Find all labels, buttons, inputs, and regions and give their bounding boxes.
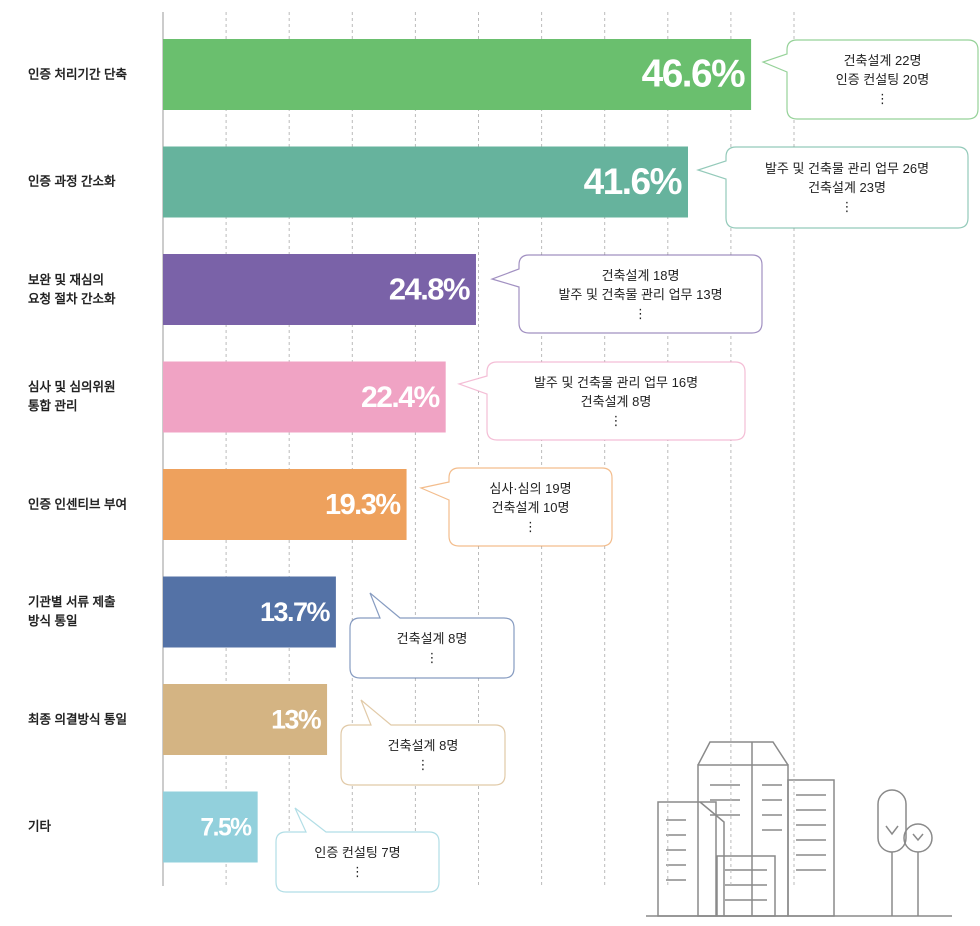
bar	[163, 39, 752, 110]
callout-box	[761, 39, 979, 120]
callout-line: ⋮	[416, 757, 430, 772]
value-label: 22.4%	[361, 381, 439, 414]
value-label: 13.7%	[260, 597, 330, 627]
callout-line: 건축설계 22명	[843, 53, 922, 68]
category-label: 인증 인센티브 부여	[28, 497, 127, 511]
value-label: 19.3%	[325, 489, 400, 521]
callout-line: ⋮	[351, 864, 364, 879]
callout-line: ⋮	[634, 305, 647, 321]
category-label: 보완 및 재심의 요청 절차 간소화	[28, 272, 116, 306]
value-label: 13%	[271, 705, 322, 735]
callout: 건축설계 8명 ⋮	[341, 725, 505, 785]
value-label: 41.6%	[584, 161, 682, 202]
category-label: 최종 의결방식 통일	[28, 712, 127, 726]
callout-line: ⋮	[524, 518, 537, 534]
callout-box	[340, 699, 506, 786]
bar	[163, 469, 407, 540]
bar	[163, 684, 328, 755]
bar	[163, 146, 688, 218]
bar	[163, 254, 476, 325]
callout-line: 건축설계 8명	[387, 738, 459, 753]
callout-line: ⋮	[609, 412, 623, 428]
callout-box	[457, 361, 746, 441]
callout-line: ⋮	[840, 199, 854, 214]
callout-line: ⋮	[425, 650, 439, 665]
callout-line: 건축설계 8명	[580, 393, 652, 409]
callout-line: ⋮	[876, 91, 889, 106]
category-label: 인증 처리기간 단축	[28, 67, 127, 81]
bar	[163, 361, 446, 433]
callout-box	[419, 467, 613, 547]
callout-box	[349, 592, 515, 679]
callout-line: 인증 컨설팅 7명	[314, 845, 401, 860]
callout: 인증 컨설팅 7명 ⋮	[276, 832, 439, 892]
callout-line: 심사·심의 19명	[489, 480, 572, 496]
callout-line: 건축설계 18명	[601, 267, 680, 283]
category-label: 기관별 서류 제출 방식 통일	[28, 595, 116, 628]
callout-line: 발주 및 건축물 관리 업무 13명	[558, 286, 723, 302]
category-label: 기타	[28, 819, 52, 834]
callout-line: 발주 및 건축물 관리 업무 16명	[533, 374, 699, 390]
callout-line: 발주 및 건축물 관리 업무 26명	[764, 161, 930, 176]
callout-line: 건축설계 23명	[808, 180, 886, 195]
callout: 건축설계 8명 ⋮	[350, 618, 514, 678]
bar	[163, 791, 258, 863]
callout-box	[696, 146, 969, 229]
callout-line: 건축설계 10명	[491, 499, 570, 515]
bar	[163, 576, 336, 648]
category-label: 인증 과정 간소화	[28, 174, 116, 189]
category-label: 심사 및 심의위원 통합 관리	[28, 380, 116, 413]
value-label: 24.8%	[389, 272, 470, 307]
callout-line: 인증 컨설팅 20명	[835, 72, 930, 87]
city-illustration	[646, 741, 952, 917]
value-label: 46.6%	[642, 53, 745, 96]
callout-box	[490, 254, 763, 334]
callout-line: 건축설계 8명	[396, 631, 468, 646]
callout-box	[275, 807, 440, 893]
value-label: 7.5%	[200, 815, 252, 842]
